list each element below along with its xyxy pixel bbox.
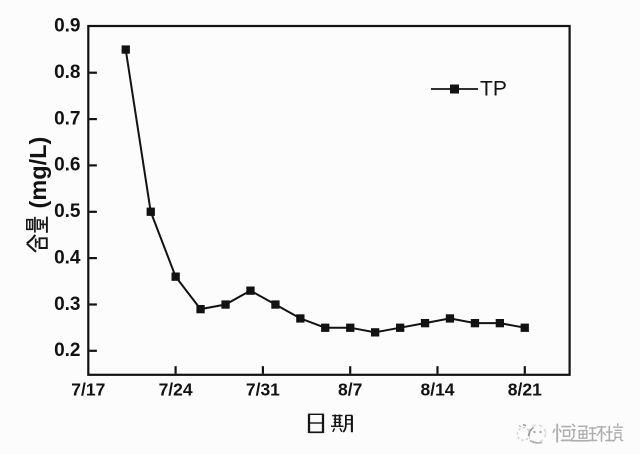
- svg-text:0.8: 0.8: [54, 62, 80, 83]
- svg-text:8/21: 8/21: [508, 380, 542, 400]
- svg-text:7/31: 7/31: [246, 380, 280, 400]
- svg-text:8/7: 8/7: [338, 380, 362, 400]
- svg-text:0.2: 0.2: [54, 340, 80, 361]
- svg-text:0.3: 0.3: [54, 294, 80, 315]
- svg-text:0.6: 0.6: [54, 155, 80, 176]
- svg-text:0.7: 0.7: [54, 108, 80, 129]
- svg-text:0.5: 0.5: [54, 201, 81, 222]
- svg-text:(mg/L): (mg/L): [25, 137, 51, 209]
- svg-text:0.9: 0.9: [54, 16, 80, 37]
- svg-text:TP: TP: [480, 77, 507, 100]
- svg-text:8/14: 8/14: [420, 380, 454, 400]
- svg-text:7/17: 7/17: [71, 380, 105, 400]
- svg-text:7/24: 7/24: [159, 380, 193, 400]
- svg-text:0.4: 0.4: [54, 247, 81, 268]
